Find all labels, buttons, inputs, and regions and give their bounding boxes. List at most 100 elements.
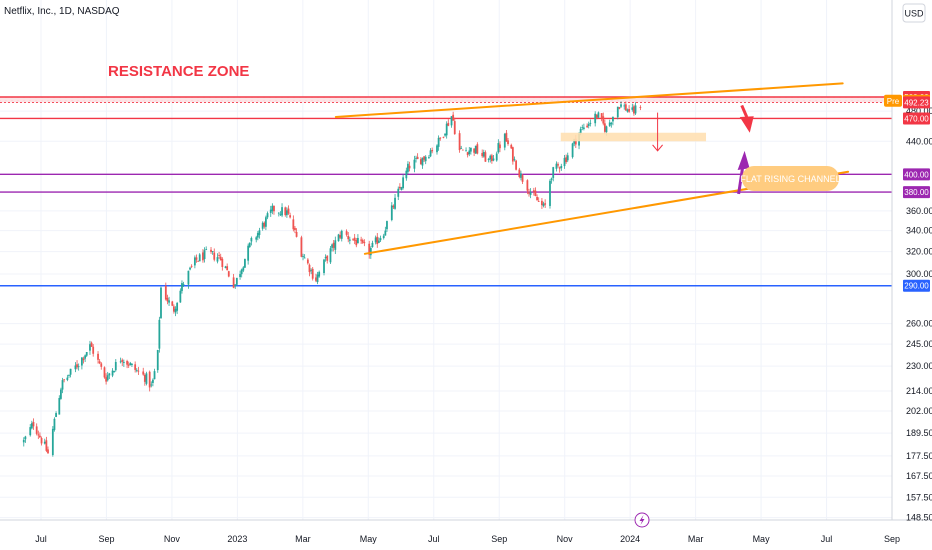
candle-body [24, 436, 27, 440]
candle-body [295, 231, 298, 237]
candle-body [158, 319, 161, 349]
candle-body [218, 255, 220, 256]
candle-body [244, 258, 246, 268]
candle-body [357, 237, 359, 244]
candle-body [492, 158, 495, 161]
candle-body [285, 210, 288, 216]
candle-body [22, 439, 25, 443]
up-arrow-head [737, 150, 750, 171]
candle-body [90, 342, 93, 347]
candle-body [340, 230, 343, 239]
price-axis-label: 189.50 [906, 428, 932, 438]
price-axis[interactable]: 148.50 157.50 167.50 177.50 189.50 202.00 214.… [906, 106, 932, 523]
candle-body [468, 150, 471, 155]
candle-body [555, 163, 558, 169]
candle-body [160, 287, 162, 319]
candle-body [495, 153, 498, 161]
candle-body [210, 249, 212, 252]
channel-line-upper[interactable] [334, 82, 844, 118]
candle-body [437, 137, 440, 147]
candle-body [510, 144, 513, 149]
pre-market-label: Pre [887, 97, 900, 106]
candle-body [97, 353, 99, 360]
candle-body [353, 237, 356, 241]
candle-body [499, 144, 501, 149]
price-tag-label: 380.00 [904, 188, 929, 197]
candle-body [511, 147, 514, 162]
candle-body [168, 300, 170, 303]
candle-body [600, 113, 603, 118]
candle-body [536, 196, 538, 201]
candle-body [174, 308, 177, 313]
candle-body [273, 205, 275, 212]
candle-body [239, 274, 241, 278]
candle-body [602, 116, 605, 124]
candle-body [135, 369, 138, 371]
candle-body [119, 361, 122, 363]
candle-body [442, 136, 445, 138]
candle-body [289, 215, 292, 218]
candle-body [279, 214, 282, 216]
candle-body [300, 237, 303, 257]
candle-body [76, 364, 78, 368]
candle-body [113, 371, 116, 373]
price-tags: 500.00Pre494.60492.23470.00400.00380.002… [884, 90, 930, 292]
candle-body [302, 256, 304, 257]
candle-body [82, 358, 85, 361]
lightning-icon[interactable] [634, 512, 650, 528]
candle-body [589, 122, 592, 124]
candle-body [419, 159, 422, 165]
candle-body [58, 397, 61, 415]
candle-body [348, 239, 351, 241]
candle-body [98, 361, 101, 364]
price-axis-label: 300.00 [906, 269, 932, 279]
candle-body [171, 301, 174, 306]
time-axis-label: Mar [688, 534, 704, 544]
down-arrow-bold-shaft [740, 104, 749, 118]
candle-body [310, 270, 312, 271]
candle-body [469, 147, 472, 152]
candle-body [63, 379, 66, 381]
candle-body [436, 145, 438, 153]
candle-body [250, 237, 253, 242]
candle-body [176, 302, 179, 311]
support-zone-box[interactable] [560, 132, 707, 142]
time-axis[interactable]: Jul Sep Nov 2023 Mar May Jul Sep Nov 2024 Mar May Ju… [35, 534, 900, 544]
candle-body [484, 152, 487, 162]
candle-body [323, 259, 325, 274]
candle-body [452, 114, 455, 121]
candle-body [284, 207, 287, 216]
candle-body [416, 156, 419, 160]
candle-body [544, 203, 547, 205]
candle-body [216, 257, 219, 262]
candle-body [490, 155, 493, 162]
candle-body [131, 363, 133, 365]
candle-body [624, 104, 627, 111]
candle-body [92, 346, 95, 354]
candle-body [505, 132, 508, 142]
pre-market-badge [884, 94, 902, 107]
candle-body [397, 188, 400, 197]
candle-body [450, 116, 453, 126]
candle-body [30, 423, 33, 429]
currency-button[interactable]: USD [902, 3, 926, 23]
candle-body [205, 249, 208, 250]
candle-body [80, 357, 83, 366]
candle-body [329, 248, 332, 263]
candle-body [213, 252, 216, 260]
candle-body [303, 257, 306, 259]
candle-body [77, 366, 80, 368]
candle-body [398, 186, 401, 189]
candle-body [337, 234, 340, 242]
candle-body [487, 158, 490, 161]
time-axis-label: May [360, 534, 378, 544]
candle-body [428, 157, 430, 158]
candle-body [407, 163, 409, 172]
candle-body [148, 371, 151, 388]
candle-body [618, 107, 621, 109]
candle-body [612, 116, 614, 122]
candle-body [35, 426, 38, 434]
candle-body [384, 230, 387, 236]
price-axis-label: 340.00 [906, 226, 932, 236]
